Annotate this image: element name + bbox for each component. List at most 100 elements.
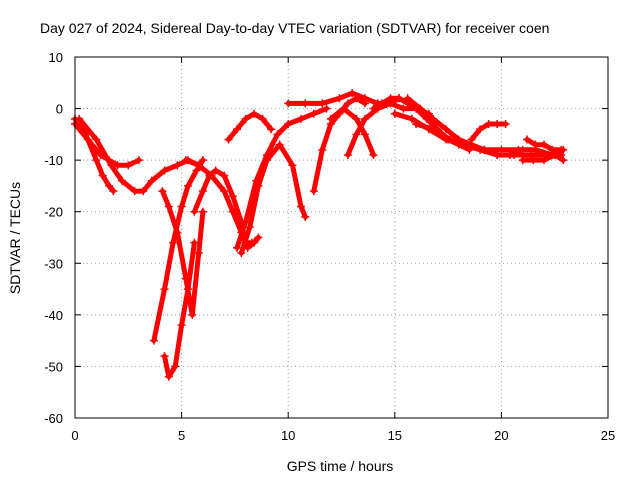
data-point-marker — [352, 114, 361, 123]
data-point-marker — [224, 135, 233, 144]
data-point-marker — [501, 120, 510, 129]
data-point-marker — [497, 145, 506, 154]
data-point-marker — [198, 207, 207, 216]
data-point-marker — [177, 321, 186, 330]
data-point-marker — [92, 135, 101, 144]
data-point-marker — [194, 161, 203, 170]
data-point-marker — [233, 243, 242, 252]
x-tick-label: 25 — [601, 428, 615, 443]
data-point-marker — [98, 171, 107, 180]
y-tick-label: 10 — [49, 50, 63, 65]
data-point-marker — [105, 181, 114, 190]
data-point-marker — [522, 135, 531, 144]
data-point-marker — [228, 207, 237, 216]
data-point-marker — [267, 125, 276, 134]
data-point-marker — [149, 336, 158, 345]
data-point-marker — [158, 187, 167, 196]
data-point-marker — [173, 228, 182, 237]
data-point-marker — [198, 187, 207, 196]
data-point-marker — [369, 150, 378, 159]
data-point-marker — [518, 156, 527, 165]
data-point-marker — [540, 156, 549, 165]
data-point-marker — [181, 274, 190, 283]
data-point-marker — [343, 150, 352, 159]
data-point-marker — [233, 125, 242, 134]
data-point-marker — [254, 233, 263, 242]
data-point-marker — [288, 161, 297, 170]
data-point-marker — [548, 145, 557, 154]
data-point-marker — [207, 171, 216, 180]
x-tick-label: 15 — [388, 428, 402, 443]
data-point-marker — [399, 104, 408, 113]
series-arc-19 — [413, 121, 566, 158]
x-axis-label: GPS time / hours — [287, 458, 394, 474]
x-tick-label: 10 — [281, 428, 295, 443]
data-point-marker — [241, 218, 250, 227]
data-point-marker — [241, 114, 250, 123]
data-point-marker — [83, 135, 92, 144]
data-point-marker — [403, 94, 412, 103]
data-point-marker — [559, 156, 568, 165]
data-point-marker — [273, 130, 282, 139]
data-point-marker — [228, 192, 237, 201]
data-point-marker — [343, 99, 352, 108]
data-point-marker — [514, 145, 523, 154]
data-point-marker — [510, 150, 519, 159]
data-point-marker — [220, 171, 229, 180]
data-point-marker — [529, 156, 538, 165]
data-point-marker — [360, 94, 369, 103]
data-point-marker — [107, 161, 116, 170]
y-axis-label: SDTVAR / TECUs — [7, 182, 23, 294]
series-layer — [71, 89, 568, 381]
data-point-marker — [309, 109, 318, 118]
data-point-marker — [360, 114, 369, 123]
data-point-marker — [160, 352, 169, 361]
data-point-marker — [335, 94, 344, 103]
data-point-marker — [318, 99, 327, 108]
data-point-marker — [318, 145, 327, 154]
data-point-marker — [258, 114, 267, 123]
data-point-marker — [284, 120, 293, 129]
data-point-marker — [412, 120, 421, 129]
data-point-marker — [194, 248, 203, 257]
data-point-marker — [480, 145, 489, 154]
x-tick-label: 0 — [71, 428, 78, 443]
y-tick-label: -60 — [44, 411, 63, 426]
y-tick-label: -10 — [44, 153, 63, 168]
data-point-marker — [109, 187, 118, 196]
data-point-marker — [339, 104, 348, 113]
data-point-marker — [301, 212, 310, 221]
data-point-marker — [171, 362, 180, 371]
data-point-marker — [463, 140, 472, 149]
x-tick-label: 5 — [178, 428, 185, 443]
data-point-marker — [198, 156, 207, 165]
data-point-marker — [446, 135, 455, 144]
data-point-marker — [117, 176, 126, 185]
data-point-marker — [250, 238, 259, 247]
x-tick-label: 20 — [494, 428, 508, 443]
data-point-marker — [181, 156, 190, 165]
data-point-marker — [301, 99, 310, 108]
data-point-marker — [484, 120, 493, 129]
data-point-marker — [75, 114, 84, 123]
data-point-marker — [275, 140, 284, 149]
data-point-marker — [139, 187, 148, 196]
data-point-marker — [190, 238, 199, 247]
data-point-marker — [160, 166, 169, 175]
data-point-marker — [390, 109, 399, 118]
y-tick-label: -40 — [44, 308, 63, 323]
data-point-marker — [296, 114, 305, 123]
data-point-marker — [134, 156, 143, 165]
data-point-marker — [147, 176, 156, 185]
data-point-marker — [493, 120, 502, 129]
y-tick-label: 0 — [56, 102, 63, 117]
data-point-marker — [429, 125, 438, 134]
data-point-marker — [378, 99, 387, 108]
data-point-marker — [322, 104, 331, 113]
series-arc-10 — [226, 111, 274, 142]
data-point-marker — [309, 187, 318, 196]
data-point-marker — [192, 166, 201, 175]
data-point-marker — [416, 104, 425, 113]
data-point-marker — [540, 140, 549, 149]
data-point-marker — [188, 310, 197, 319]
